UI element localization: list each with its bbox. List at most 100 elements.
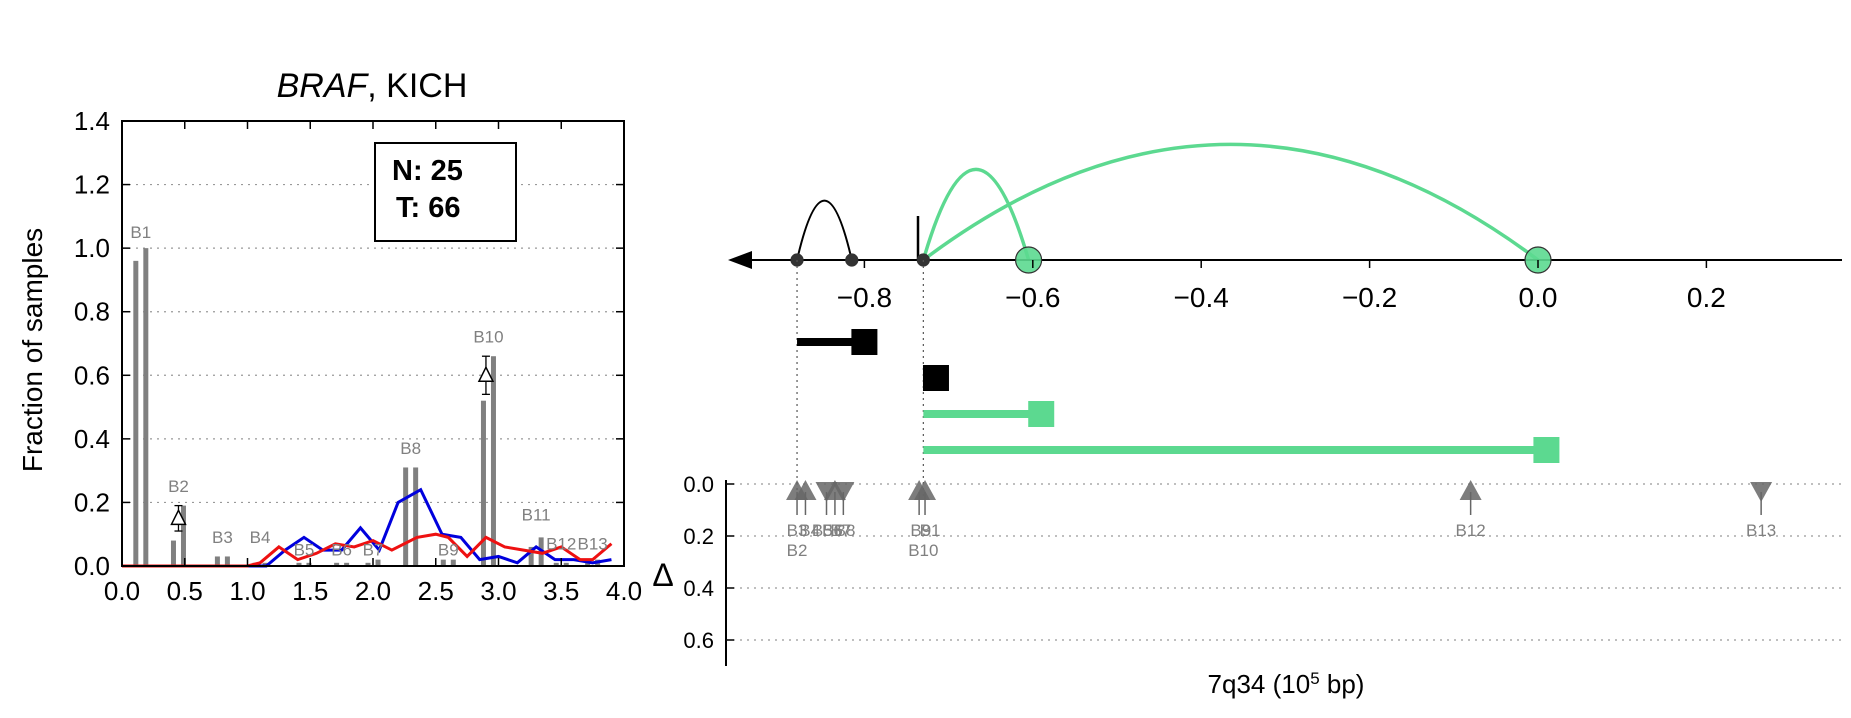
bar-tumor (180, 505, 186, 566)
bar-tumor (262, 562, 268, 566)
exon-label: B4 (799, 521, 820, 540)
bar-label: B11 (522, 506, 551, 525)
arc-green (922, 142, 1540, 262)
bar-label: B4 (250, 528, 271, 547)
bar-tumor (224, 556, 230, 566)
bar-tumor (375, 559, 381, 566)
delta-tick-label: 0.2 (683, 524, 714, 549)
y-tick-label: 0.8 (74, 297, 110, 327)
segment-end-square (1028, 401, 1055, 427)
exon-label: B5 (812, 521, 833, 540)
bar-normal (214, 556, 220, 566)
bar-tumor (450, 559, 456, 566)
exon-label: B10 (908, 541, 938, 560)
segment-end-square (922, 365, 949, 391)
x-tick-label: 4.0 (606, 576, 642, 606)
x-tick-label: 2.5 (418, 576, 454, 606)
exon-label: B6 (822, 521, 843, 540)
genome-tick-label: 0.2 (1687, 282, 1726, 313)
chart-title-cohort: , KICH (367, 67, 467, 105)
x-axis-label: 7q34 (105 bp) (1208, 669, 1365, 700)
bar-tumor (344, 562, 350, 566)
breakpoint-black (845, 253, 859, 267)
bar-normal (440, 559, 446, 566)
triangle-up-icon (914, 480, 937, 500)
genome-axis-ticks: −0.8 −0.6 −0.4 −0.2 0.0 0.2 (837, 260, 1726, 313)
bar-normal (403, 467, 409, 566)
y-tick-label: 0.0 (74, 551, 110, 581)
bar-normal (528, 546, 534, 566)
bar-label: B6 (331, 541, 352, 560)
breakpoint-green (1014, 246, 1043, 274)
exon-label: B8 (835, 521, 856, 540)
delta-axis-label: Δ (652, 557, 673, 593)
delta-triangle-icon (170, 508, 187, 526)
genome-tick-label: −0.8 (837, 282, 892, 313)
bar-label: B12 (546, 534, 576, 553)
legend-n: N: 25 (392, 155, 463, 187)
arcs (796, 142, 1540, 262)
delta-triangle-icon (477, 365, 495, 383)
exon-label: B13 (1746, 521, 1776, 540)
grid-lines (122, 183, 624, 504)
x-tick-label: 3.5 (543, 576, 579, 606)
x-tick-label: 0.5 (167, 576, 203, 606)
axis-ticks: 0.0 0.2 0.4 0.6 0.8 1.0 1.2 1.4 0.0 0.5 1.0 1.5 2.0 2… (74, 106, 642, 606)
genomic-diagram: −0.8 −0.6 −0.4 −0.2 0.0 0.2 0.0 0.2 0.4 0.6 B2B3… (652, 142, 1842, 700)
exon-label: B2 (787, 541, 808, 560)
bar-normal (170, 540, 176, 566)
genome-tick-label: −0.4 (1174, 282, 1229, 313)
triangle-down-icon (1750, 482, 1773, 502)
delta-tick-label: 0.6 (683, 628, 714, 653)
x-axis-label-sup: 5 (1310, 669, 1319, 688)
bar-label: B13 (578, 534, 608, 553)
x-axis-label-main: 7q34 (10 (1208, 669, 1311, 699)
x-tick-label: 2.0 (355, 576, 391, 606)
bar-tumor (413, 467, 419, 566)
bar-label: B3 (212, 528, 233, 547)
exon-label: B9 (910, 521, 931, 540)
genome-tick-label: −0.2 (1342, 282, 1397, 313)
exon-label: B7 (830, 521, 851, 540)
y-axis-label: Fraction of samples (17, 228, 48, 472)
bar-normal (296, 562, 302, 566)
exon-label: B12 (1456, 521, 1486, 540)
bar-labels: B1 B2 B3 B4 B5 B6 B7 B8 B9 B10 B11 B12 B13 (130, 223, 607, 560)
bar-label: B9 (438, 541, 459, 560)
bar-label: B1 (130, 223, 151, 242)
bar-tumor (306, 562, 312, 566)
delta-tick-label: 0.0 (683, 472, 714, 497)
bar-normal (133, 260, 139, 566)
guide-lines (796, 260, 924, 498)
y-tick-label: 1.4 (74, 106, 110, 136)
bar-tumor (143, 248, 149, 566)
plot-frame (121, 120, 625, 567)
exon-markers (786, 480, 1773, 515)
bar-label: B8 (400, 439, 421, 458)
y-tick-label: 1.2 (74, 170, 110, 200)
legend-t: T: 66 (396, 192, 460, 224)
exon-label: B3 (787, 521, 808, 540)
bar-label: B10 (473, 328, 503, 347)
bar-label: B7 (363, 541, 384, 560)
y-tick-label: 0.6 (74, 360, 110, 390)
x-tick-label: 3.0 (480, 576, 516, 606)
axis-arrow-icon (728, 251, 752, 269)
delta-panel: 0.0 0.2 0.4 0.6 (683, 472, 1842, 666)
bar-tumor (490, 356, 496, 566)
triangle-down-icon (832, 482, 855, 502)
segment-end-square (851, 329, 878, 355)
delta-markers (170, 355, 495, 532)
triangle-up-icon (1459, 480, 1482, 500)
bar-tumor (563, 562, 569, 566)
bar-normal (334, 562, 340, 566)
genome-tick-label: −0.6 (1005, 282, 1060, 313)
chart-title-gene: BRAF (277, 67, 370, 105)
x-axis-label-tail: bp) (1320, 669, 1365, 699)
x-tick-label: 0.0 (104, 576, 140, 606)
y-tick-label: 0.2 (74, 487, 110, 517)
bar-normal (553, 562, 559, 566)
